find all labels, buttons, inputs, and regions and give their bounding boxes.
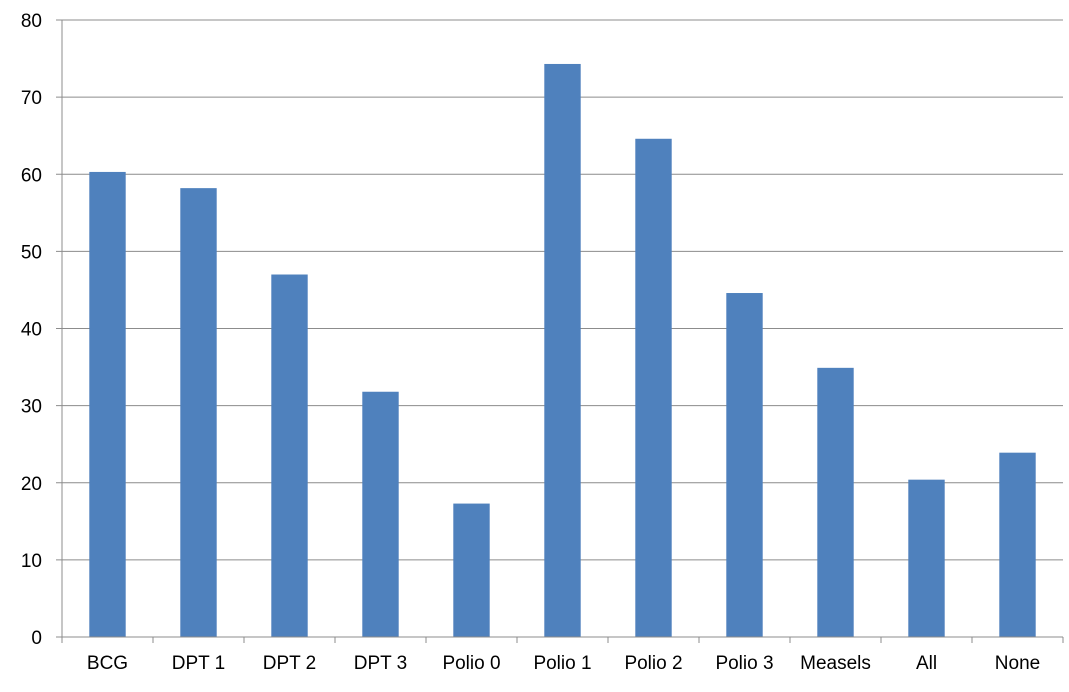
bar-measels	[817, 367, 854, 637]
axes	[56, 19, 1064, 643]
y-tick-label: 60	[21, 165, 42, 186]
y-tick-label: 70	[21, 88, 42, 109]
bar-polio-3	[726, 293, 763, 637]
bar-dpt-2	[271, 274, 308, 637]
y-tick-label: 20	[21, 474, 42, 495]
y-tick-label: 10	[21, 551, 42, 572]
bar-none	[999, 452, 1036, 637]
x-tick-label: Polio 0	[442, 653, 500, 674]
x-tick-label: DPT 2	[263, 653, 317, 674]
x-tick-label: BCG	[87, 653, 128, 674]
bar-dpt-3	[362, 391, 399, 637]
y-tick-label: 50	[21, 242, 42, 263]
y-tick-label: 40	[21, 320, 42, 341]
x-tick-label: DPT 1	[172, 653, 226, 674]
bar-all	[908, 479, 945, 637]
y-tick-label: 30	[21, 397, 42, 418]
bar-polio-0	[453, 503, 490, 637]
bar-dpt-1	[180, 188, 217, 637]
x-tick-labels: BCG DPT 1 DPT 2 DPT 3 Polio 0 Polio 1 Polio 2 P…	[87, 653, 1040, 674]
bar-bcg	[89, 171, 126, 637]
bars	[89, 63, 1036, 638]
x-tick-label: DPT 3	[354, 653, 408, 674]
x-tick-label: Polio 3	[715, 653, 773, 674]
x-tick-label: Measels	[800, 653, 871, 674]
bar-polio-2	[635, 138, 672, 637]
x-tick-label: Polio 2	[624, 653, 682, 674]
x-tick-label: All	[916, 653, 937, 674]
x-tick-label: None	[995, 653, 1040, 674]
x-tick-label: Polio 1	[533, 653, 591, 674]
bar-polio-1	[544, 63, 581, 638]
y-tick-label: 80	[21, 11, 42, 32]
y-tick-labels: 0 10 20 30 40 50 60 70 80	[21, 11, 42, 649]
y-tick-label: 0	[31, 628, 42, 649]
